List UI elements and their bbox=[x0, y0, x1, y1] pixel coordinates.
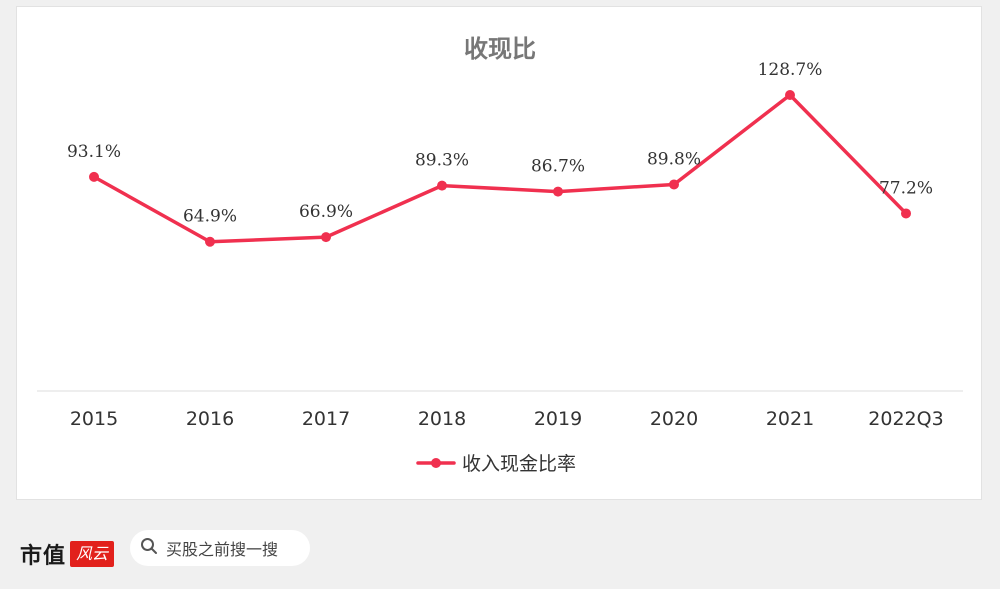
legend-label: 收入现金比率 bbox=[462, 453, 576, 475]
x-tick-label: 2020 bbox=[650, 408, 698, 430]
chart-card: 收现比 2015 2016 2017 2018 2019 2020 2021 2022Q3 93… bbox=[16, 6, 982, 500]
data-point bbox=[205, 236, 215, 247]
x-tick-label: 2015 bbox=[70, 408, 118, 430]
data-point bbox=[785, 89, 795, 100]
x-tick-label: 2021 bbox=[766, 408, 814, 430]
footer-bar: 市值 风云 买股之前搜一搜 bbox=[0, 520, 1000, 576]
legend-marker bbox=[431, 458, 441, 468]
data-label: 89.3% bbox=[415, 151, 469, 171]
search-box[interactable]: 买股之前搜一搜 bbox=[130, 530, 310, 566]
data-point bbox=[89, 171, 99, 182]
x-tick-label: 2016 bbox=[186, 408, 234, 430]
data-point bbox=[321, 232, 331, 243]
data-label: 89.8% bbox=[647, 149, 701, 169]
brand-text: 市值 bbox=[20, 543, 67, 569]
line-chart: 收现比 2015 2016 2017 2018 2019 2020 2021 2022Q3 93… bbox=[37, 35, 963, 475]
series-line bbox=[92, 93, 908, 244]
data-point bbox=[901, 208, 911, 219]
data-point bbox=[669, 179, 679, 190]
data-label: 93.1% bbox=[67, 142, 121, 162]
chart-title: 收现比 bbox=[464, 35, 536, 63]
x-tick-label: 2022Q3 bbox=[868, 408, 943, 430]
brand-seal: 风云 bbox=[70, 541, 115, 567]
data-label: 64.9% bbox=[183, 207, 237, 227]
brand-logo: 市值 风云 bbox=[20, 538, 115, 570]
x-tick-label: 2017 bbox=[302, 408, 350, 430]
data-label: 77.2% bbox=[879, 178, 933, 198]
data-point bbox=[437, 180, 447, 191]
x-tick-label: 2018 bbox=[418, 408, 466, 430]
x-tick-label: 2019 bbox=[534, 408, 582, 430]
search-text: 买股之前搜一搜 bbox=[166, 540, 279, 559]
data-label: 86.7% bbox=[531, 157, 585, 177]
legend[interactable]: 收入现金比率 bbox=[416, 453, 576, 475]
data-label: 66.9% bbox=[299, 202, 353, 222]
search-icon bbox=[140, 537, 158, 559]
data-label: 128.7% bbox=[758, 60, 823, 80]
data-point bbox=[553, 186, 563, 197]
